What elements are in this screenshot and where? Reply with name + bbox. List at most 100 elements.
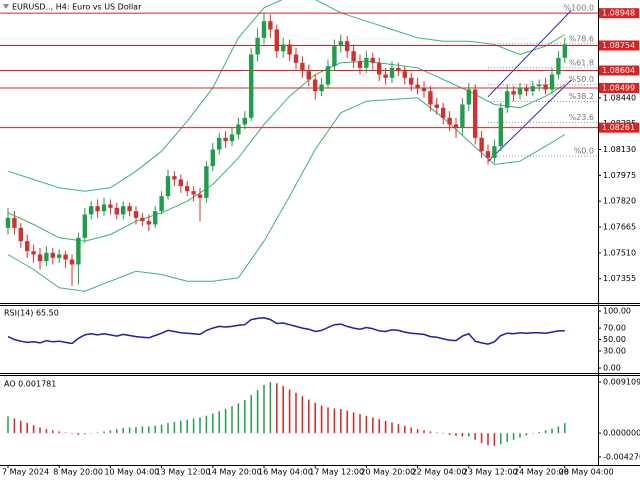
price-level-box [599,65,639,76]
candle-body [76,237,81,265]
candle-body [18,227,23,242]
candle-body [197,194,203,198]
candle-body [434,104,439,108]
candle-body [153,211,158,225]
candle-body [178,179,183,187]
y-tick-label: 1.07975 [603,171,636,180]
candle-body [57,254,62,258]
candle-body [370,57,375,63]
candle-body [530,86,535,92]
candle-body [217,137,222,150]
fib-label: %38.2 [569,92,594,101]
candle-body [114,207,119,215]
candle-body [63,254,68,260]
candle-body [421,87,427,92]
candle-body [172,176,177,180]
candle-body [300,62,305,72]
candle-body [165,176,171,197]
x-tick-label: 10 May 04:00 [104,468,159,477]
x-tick-label: 23 May 12:00 [463,468,518,477]
price-level-label: 1.08499 [602,84,635,93]
candle-body [255,37,260,55]
candle-body [281,44,286,52]
price-level-box [599,83,639,93]
candle-body [313,79,318,92]
candle-body [402,71,407,78]
candle-body [12,217,17,228]
candle-body [127,206,132,212]
x-tick-label: 8 May 20:00 [53,468,103,477]
x-tick-label: 14 May 20:00 [207,468,262,477]
fib-label: %50.0 [569,75,594,84]
ao-title: AO 0.001781 [4,380,56,389]
candle-body [517,87,523,95]
fib-label: %23.6 [569,113,594,122]
price-level-label: 1.08948 [602,9,635,18]
x-tick-label: 22 May 04:00 [412,468,467,477]
candle-body [357,61,363,68]
y-tick-label: 1.07510 [603,248,636,257]
y-tick-label: 1.07355 [603,274,636,283]
candle-body [210,149,215,167]
candle-body [383,74,388,78]
candle-body [479,137,484,152]
candle-body [293,54,299,63]
candle-body [229,134,235,142]
candle-body [498,107,503,147]
candle-body [562,44,567,58]
y-tick-label: 1.08440 [603,93,636,102]
x-tick-label: 24 May 20:00 [514,468,569,477]
candle-body [441,107,446,118]
candle-body [364,57,369,68]
x-tick-label: 28 May 04:00 [559,468,614,477]
candle-body [108,204,113,208]
candle-body [409,77,414,85]
chart-title: EURUSD.., H4: Euro vs US Dollar [12,3,142,12]
candle-body [89,206,94,215]
x-tick-label: 20 May 20:00 [360,468,415,477]
x-tick-label: 17 May 12:00 [309,468,364,477]
fib-label: %78.6 [569,34,594,43]
y-tick-label: 0.00 [603,364,621,373]
price-level-label: 1.08261 [602,123,635,132]
candle-body [524,87,529,92]
candle-body [505,91,510,108]
candle-body [287,44,292,55]
candle-body [460,104,465,128]
price-level-box [599,40,639,51]
y-tick-label: 1.08130 [603,145,636,154]
price-level-label: 1.08604 [602,66,635,75]
candle-body [82,214,87,238]
y-tick-label: 70.00 [603,324,626,333]
candle-body [185,186,190,192]
y-tick-label: 0.000000 [603,429,640,438]
candle-body [377,62,382,75]
candle-body [242,117,247,125]
x-tick-label: 13 May 12:00 [156,468,211,477]
candle-body [485,151,491,158]
price-level-label: 1.08754 [602,41,635,50]
candle-body [466,89,471,105]
candle-body [37,254,43,262]
rsi-title: RSI(14) 65.50 [4,309,59,318]
price-level-box [599,8,639,19]
rsi-line [7,317,565,345]
candle-body [133,211,139,218]
candle-body [5,217,11,228]
y-tick-label: 1.07820 [603,197,636,206]
fib-label: %100.0 [563,4,594,13]
y-tick-label: 0.009109 [603,378,640,387]
candle-body [274,29,279,52]
candle-body [511,91,516,95]
y-tick-label: 30.00 [603,346,626,355]
channel-line [487,10,572,98]
candle-body [121,206,126,215]
candle-body [345,41,350,52]
candle-body [428,91,433,105]
candle-body [140,217,145,222]
candle-body [101,204,107,212]
band-upper [7,0,566,192]
fib-label: %61.8 [569,58,594,67]
candle-body [204,166,209,198]
